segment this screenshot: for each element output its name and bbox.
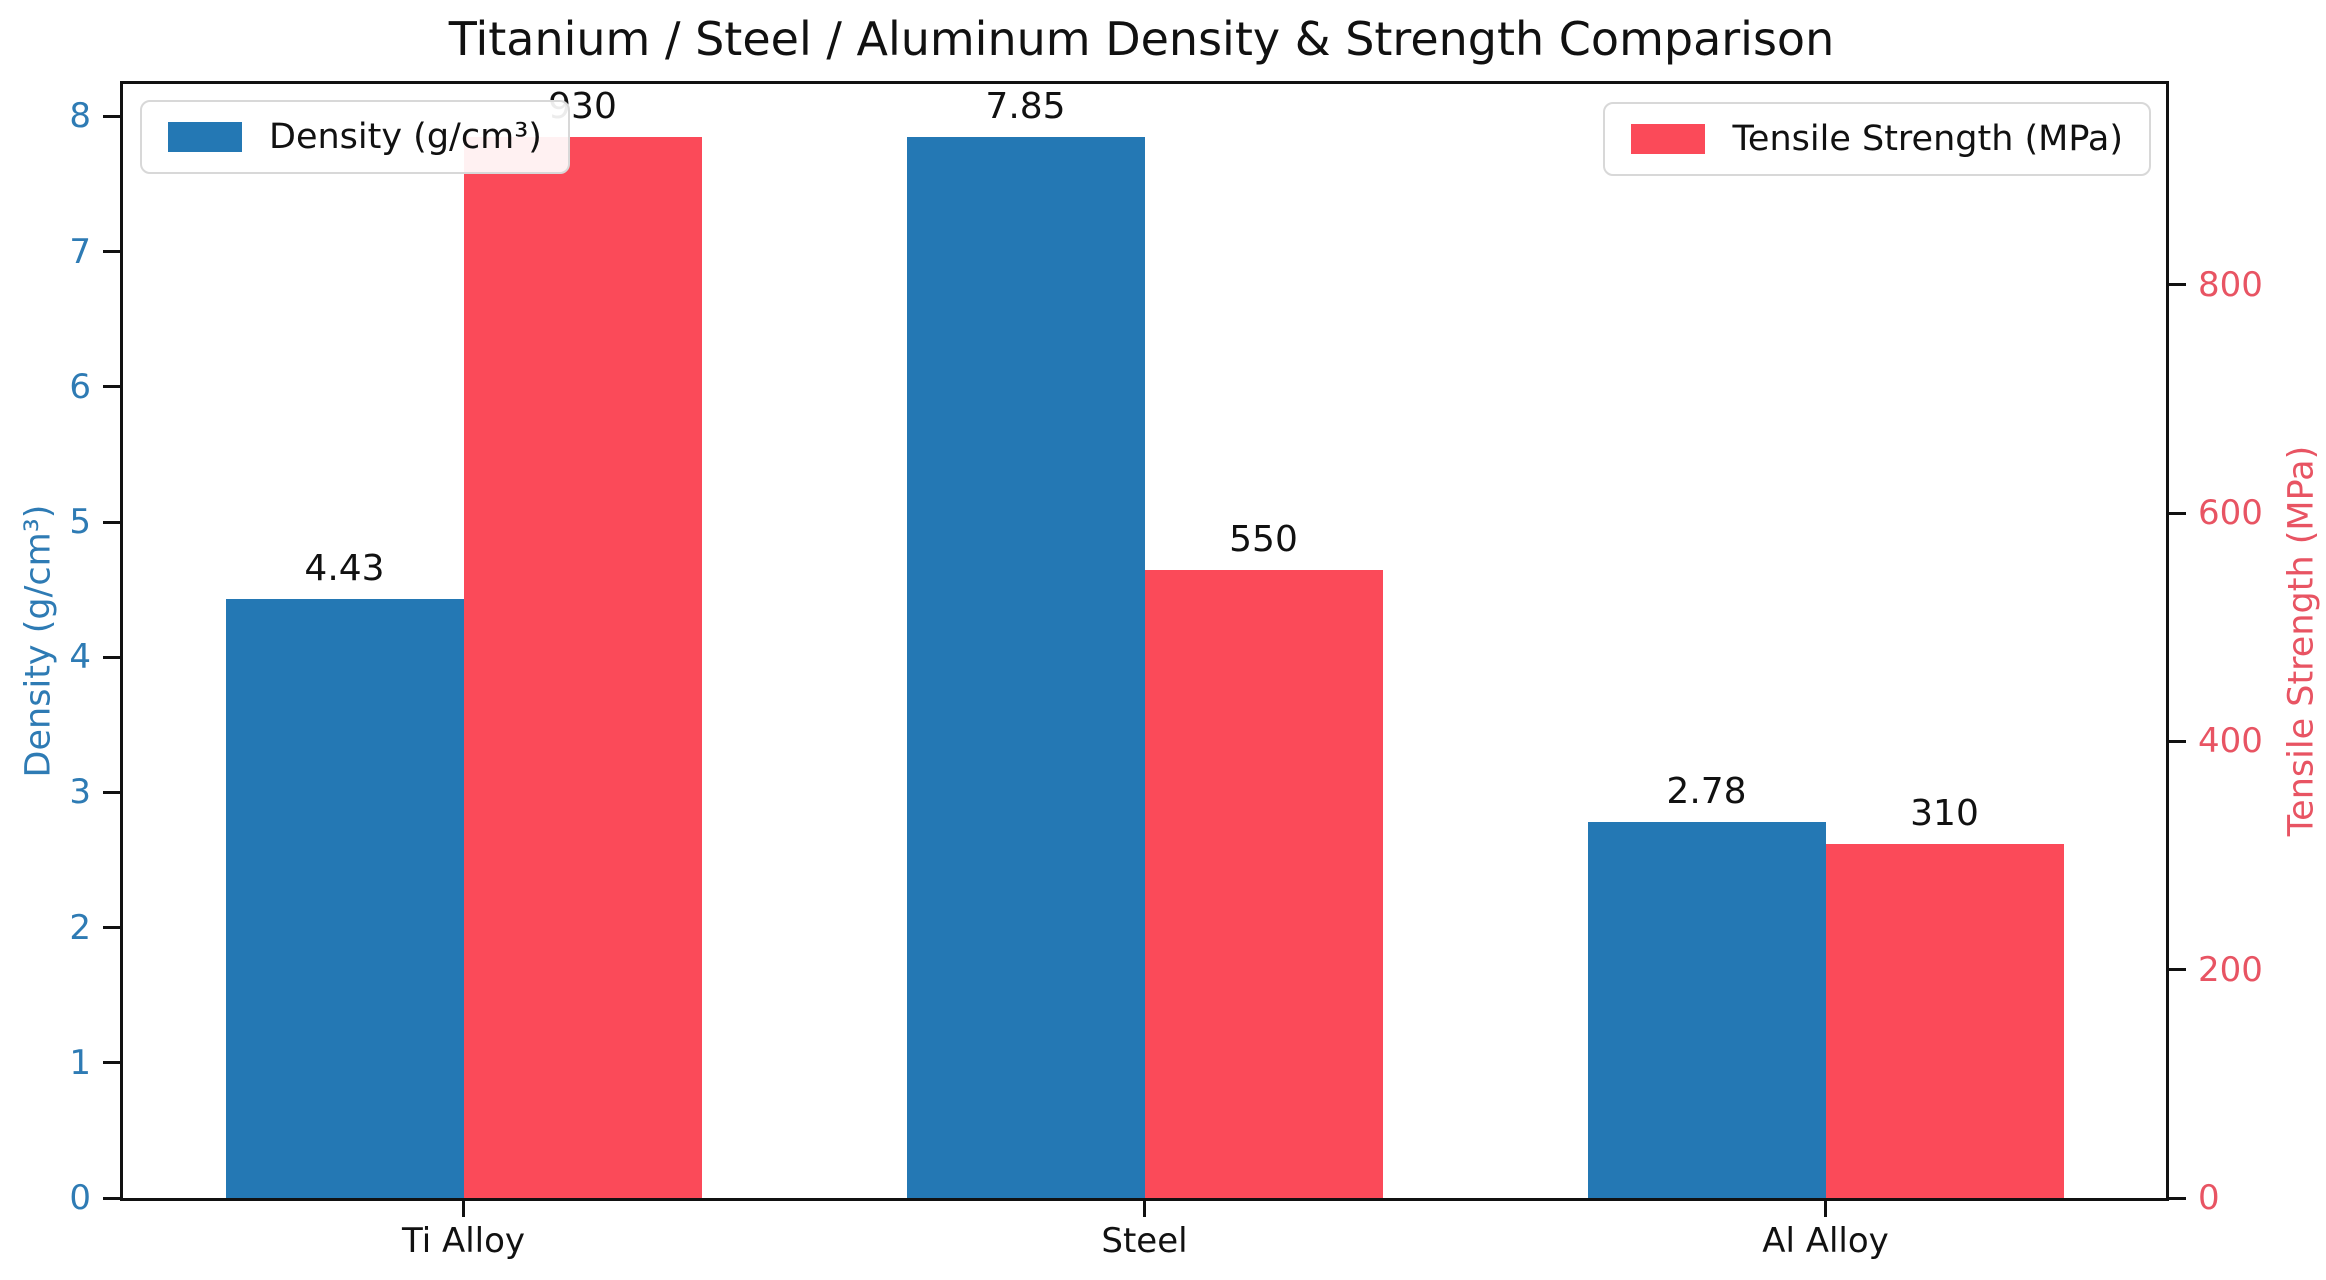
left-tick-mark — [103, 114, 120, 118]
left-tick-label: 6 — [69, 366, 91, 407]
bar-value-label: 2.78 — [1666, 771, 1747, 813]
strength-legend-label: Tensile Strength (MPa) — [1732, 119, 2123, 159]
right-tick-label: 200 — [2198, 949, 2263, 990]
right-tick-label: 400 — [2198, 721, 2263, 762]
bar-strength-al-alloy — [1825, 844, 2064, 1198]
density-legend-label: Density (g/cm³) — [269, 117, 542, 157]
bar-strength-steel — [1144, 570, 1383, 1198]
density-legend-swatch-icon — [168, 122, 242, 152]
bar-value-label: 550 — [1229, 519, 1298, 561]
right-tick-mark — [2169, 283, 2186, 287]
bar-value-label: 4.43 — [304, 548, 385, 590]
right-tick-label: 800 — [2198, 264, 2263, 305]
left-tick-mark — [103, 385, 120, 389]
left-tick-label: 1 — [69, 1042, 91, 1083]
left-tick-label: 2 — [69, 907, 91, 948]
left-tick-label: 0 — [69, 1178, 91, 1218]
chart-title: Titanium / Steel / Aluminum Density & St… — [448, 12, 1835, 66]
right-tick-label: 0 — [2198, 1178, 2220, 1218]
left-tick-mark — [103, 520, 120, 524]
right-tick-mark — [2169, 968, 2186, 972]
left-tick-label: 4 — [69, 637, 91, 678]
x-tick-mark — [1143, 1201, 1146, 1217]
left-tick-label: 8 — [69, 96, 91, 137]
right-tick-mark — [2169, 739, 2186, 743]
bar-density-al-alloy — [1587, 822, 1826, 1198]
y-axis-left-label: Density (g/cm³) — [18, 504, 59, 778]
x-tick-label: Al Alloy — [1762, 1221, 1889, 1261]
left-tick-mark — [103, 1196, 120, 1200]
left-tick-mark — [103, 926, 120, 930]
x-tick-label: Steel — [1101, 1221, 1188, 1261]
left-tick-label: 5 — [69, 502, 91, 543]
legend-density: Density (g/cm³) — [140, 100, 570, 174]
left-tick-mark — [103, 790, 120, 794]
right-tick-mark — [2169, 1196, 2186, 1200]
right-tick-label: 600 — [2198, 493, 2263, 534]
x-tick-mark — [1824, 1201, 1827, 1217]
right-tick-mark — [2169, 511, 2186, 515]
bar-value-label: 7.85 — [985, 85, 1066, 127]
strength-legend-swatch-icon — [1631, 124, 1706, 154]
left-tick-label: 7 — [69, 231, 91, 272]
x-tick-mark — [462, 1201, 465, 1217]
left-tick-mark — [103, 655, 120, 659]
x-tick-label: Ti Alloy — [401, 1221, 526, 1261]
bar-density-steel — [906, 136, 1145, 1198]
bar-value-label: 310 — [1910, 793, 1979, 835]
y-axis-right-label: Tensile Strength (MPa) — [2281, 445, 2322, 837]
left-tick-mark — [103, 1061, 120, 1065]
bar-strength-ti-alloy — [463, 136, 702, 1198]
legend-strength: Tensile Strength (MPa) — [1603, 102, 2151, 176]
bar-density-ti-alloy — [225, 599, 464, 1198]
left-tick-mark — [103, 250, 120, 254]
left-tick-label: 3 — [69, 772, 91, 813]
